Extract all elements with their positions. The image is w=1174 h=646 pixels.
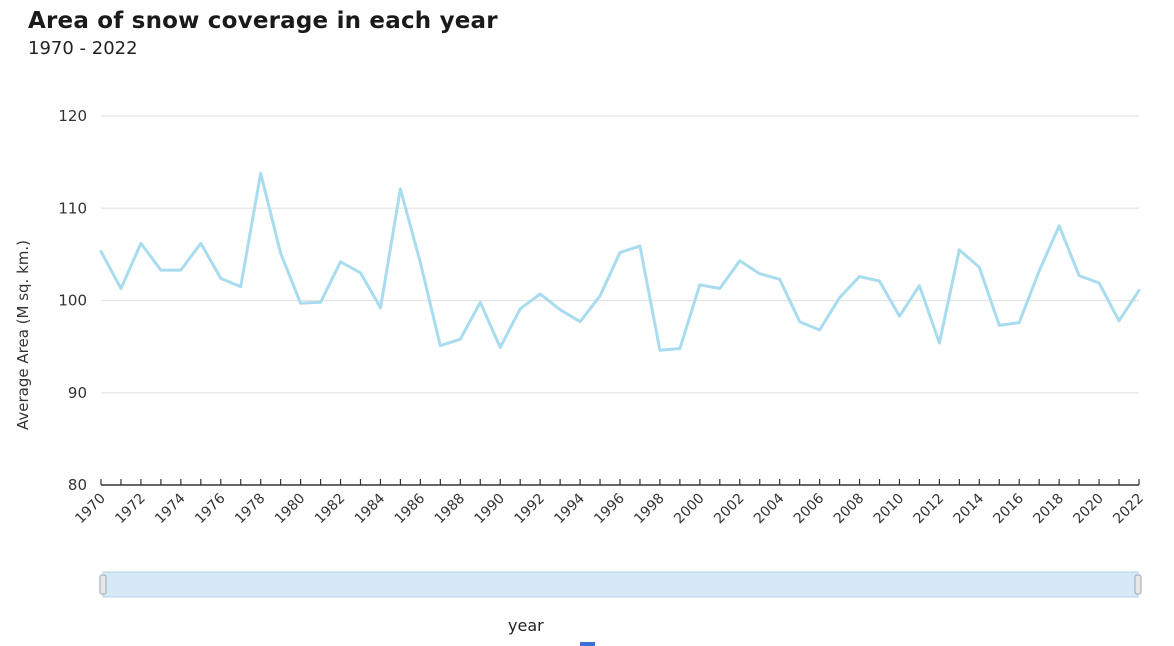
y-tick-label: 120 — [58, 107, 87, 125]
x-tick-label: 2020 — [1070, 491, 1107, 528]
x-tick-label: 2006 — [791, 490, 828, 527]
x-tick-label: 1972 — [112, 491, 149, 528]
x-tick-label: 2022 — [1110, 491, 1147, 528]
y-axis-label: Average Area (M sq. km.) — [14, 240, 32, 430]
x-tick-label: 2010 — [871, 491, 908, 528]
x-tick-label: 1982 — [312, 491, 349, 528]
range-slider[interactable] — [99, 571, 1142, 598]
x-tick-label: 1974 — [152, 490, 189, 527]
series-line — [99, 171, 1141, 352]
x-tick-label: 1994 — [551, 490, 588, 527]
slider-track[interactable] — [102, 571, 1139, 598]
x-tick-label: 2000 — [671, 491, 708, 528]
x-tick-label: 2002 — [711, 491, 748, 528]
x-tick-label: 1998 — [631, 491, 668, 528]
scroll-indicator — [580, 642, 595, 646]
slider-left-handle[interactable] — [99, 574, 107, 595]
grid-lines — [101, 115, 1139, 394]
x-tick-label: 1970 — [72, 491, 109, 528]
x-tick-label: 1992 — [511, 491, 548, 528]
x-tick-label: 1986 — [392, 490, 429, 527]
x-tick-label: 2004 — [751, 490, 788, 527]
x-tick-label: 2014 — [951, 490, 988, 527]
x-axis-label: year — [508, 616, 544, 635]
y-axis: 80 90 100 110 120 — [58, 107, 87, 494]
y-tick-label: 90 — [68, 384, 87, 402]
x-tick-label: 2018 — [1030, 491, 1067, 528]
x-tick-label: 1996 — [591, 490, 628, 527]
x-tick-label: 2016 — [991, 490, 1028, 527]
x-axis: 1970 1972 1974 1976 1978 1980 1982 1984 1986 1988… — [72, 479, 1147, 527]
x-tick-label: 2012 — [911, 491, 948, 528]
y-tick-label: 100 — [58, 292, 87, 310]
x-tick-label: 1978 — [232, 491, 269, 528]
chart-subtitle: 1970 - 2022 — [28, 38, 138, 59]
series-line-path — [99, 171, 1141, 352]
y-tick-label: 80 — [68, 476, 87, 494]
x-tick-label: 1990 — [472, 491, 509, 528]
chart-title: Area of snow coverage in each year — [28, 8, 498, 34]
x-tick-label: 2008 — [831, 491, 868, 528]
x-tick-label: 1988 — [432, 491, 469, 528]
x-tick-label: 1984 — [352, 490, 389, 527]
slider-right-handle[interactable] — [1134, 574, 1142, 595]
y-tick-label: 110 — [58, 199, 87, 217]
x-tick-label: 1976 — [192, 490, 229, 527]
x-tick-label: 1980 — [272, 491, 309, 528]
